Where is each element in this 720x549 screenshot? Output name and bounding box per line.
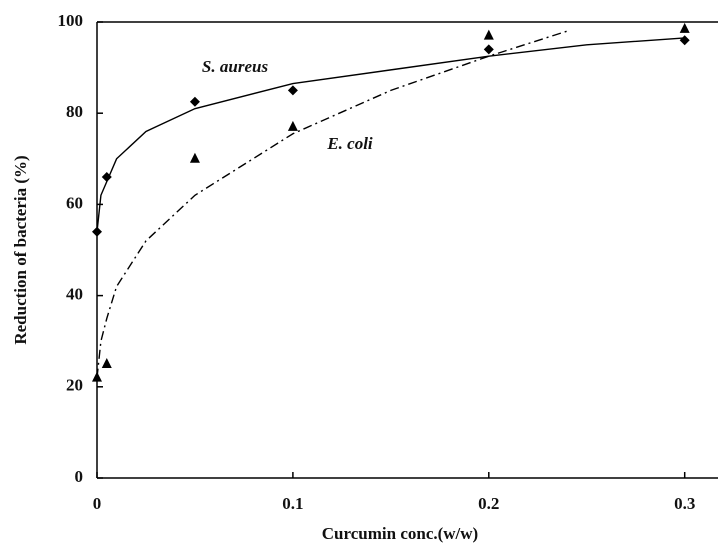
x-tick-label: 0 [93, 494, 102, 513]
data-point [287, 85, 298, 96]
series-label: S. aureus [202, 57, 269, 76]
data-point [92, 371, 102, 382]
data-point [189, 152, 200, 163]
fit-curve [96, 30, 568, 378]
fit-curve [96, 37, 685, 232]
y-tick-label: 40 [66, 285, 83, 304]
y-tick-label: 0 [75, 467, 84, 486]
y-tick-label: 20 [66, 376, 83, 395]
series-label: E. coli [326, 134, 373, 153]
x-tick-label: 0.2 [478, 494, 499, 513]
y-axis-title: Reduction of bacteria (%) [11, 155, 30, 344]
data-point [679, 35, 690, 46]
x-tick-label: 0.1 [282, 494, 303, 513]
x-axis-title: Curcumin conc.(w/w) [322, 524, 478, 543]
data-point [483, 29, 494, 40]
data-point [101, 172, 112, 183]
y-tick-label: 80 [66, 102, 83, 121]
data-point [483, 44, 494, 55]
data-point [101, 358, 112, 368]
y-tick-label: 60 [66, 193, 83, 212]
data-point [189, 96, 200, 107]
x-tick-label: 0.3 [674, 494, 695, 513]
data-point [287, 120, 298, 131]
data-point [679, 22, 690, 33]
data-point [92, 226, 102, 237]
y-tick-label: 100 [58, 11, 84, 30]
